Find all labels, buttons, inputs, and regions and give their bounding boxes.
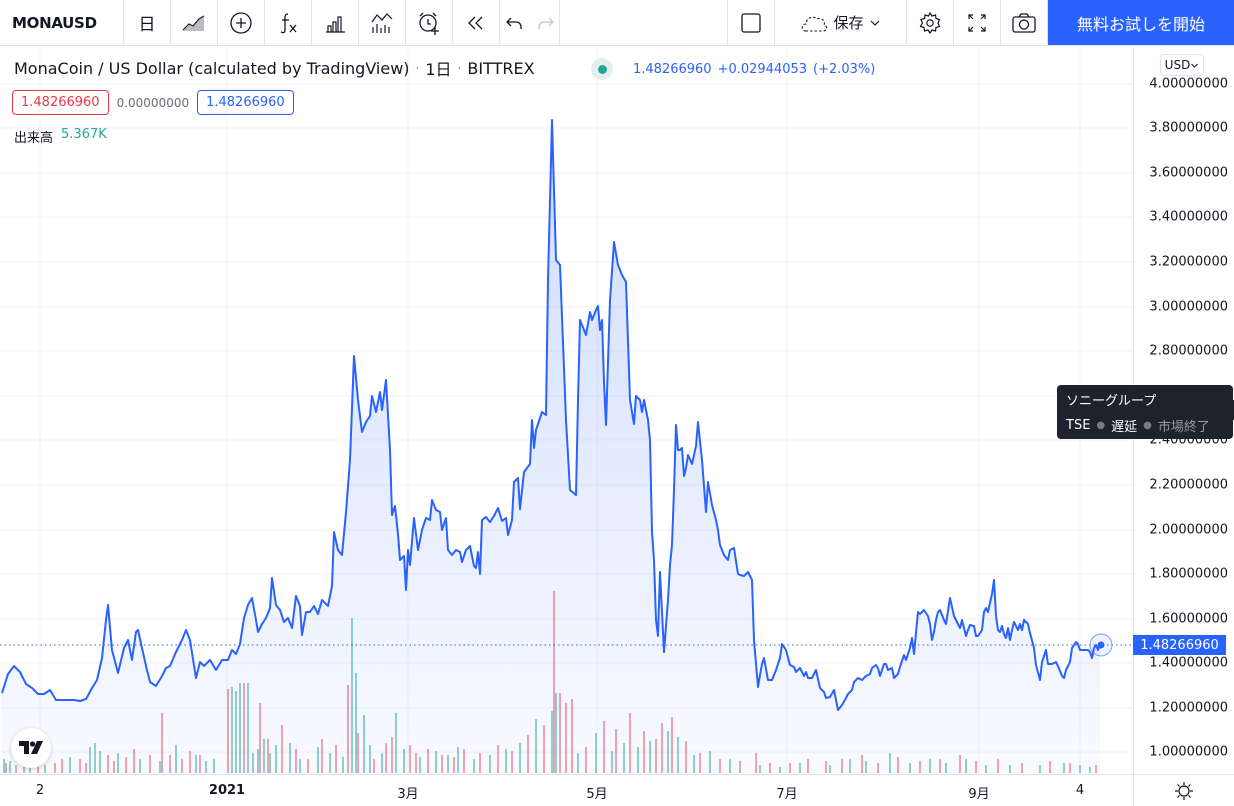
symbol-tooltip: ソニーグループ TSE ● 遅延 ● 市場終了 xyxy=(1057,385,1233,439)
bars-icon xyxy=(326,15,345,33)
tooltip-anchor xyxy=(1226,400,1234,420)
camera-icon xyxy=(1012,12,1036,33)
time-tick: 7月 xyxy=(776,787,798,802)
price-tick: 4.00000000 xyxy=(1149,76,1228,92)
replay-button[interactable] xyxy=(453,0,500,45)
chart-pane[interactable] xyxy=(0,47,1133,774)
market-status-indicator[interactable] xyxy=(591,58,613,80)
settings-button[interactable] xyxy=(907,0,954,45)
legend-last-price: 1.48266960 xyxy=(633,62,712,77)
tradingview-logo-icon xyxy=(19,741,43,754)
templates-icon xyxy=(371,12,393,33)
save-button[interactable]: 保存 xyxy=(775,0,907,45)
chevron-down-icon xyxy=(870,20,879,26)
snapshot-button[interactable] xyxy=(1001,0,1048,45)
gear-icon xyxy=(919,11,941,34)
symbol-legend[interactable]: MonaCoin / US Dollar (calculated by Trad… xyxy=(14,56,535,80)
time-tick: 3月 xyxy=(397,787,419,802)
indicators-button[interactable] xyxy=(265,0,312,45)
fullscreen-button[interactable] xyxy=(954,0,1001,45)
price-tick: 1.80000000 xyxy=(1149,566,1228,582)
last-price-label: 1.48266960 xyxy=(1133,635,1226,655)
chart-type-icon xyxy=(182,14,205,31)
price-tick: 3.60000000 xyxy=(1149,165,1228,181)
tooltip-exchange: TSE xyxy=(1066,418,1091,433)
price-tick: 3.40000000 xyxy=(1149,209,1228,225)
price-tick: 3.80000000 xyxy=(1149,120,1228,136)
interval-button[interactable]: 日 xyxy=(124,0,171,45)
replay-icon xyxy=(468,16,483,29)
symbol-title: MonaCoin / US Dollar (calculated by Trad… xyxy=(14,58,410,78)
price-tick: 2.00000000 xyxy=(1149,522,1228,538)
time-axis[interactable]: 2 2021 3月 5月 7月 9月 4 xyxy=(0,774,1133,806)
spread-value: 0.00000000 xyxy=(116,95,190,110)
legend-change-pct: (+2.03%) xyxy=(813,62,876,77)
chevron-down-icon xyxy=(1191,63,1199,68)
legend-interval: 1日 xyxy=(425,60,452,79)
price-line xyxy=(1,119,1101,711)
ohlc-values: 1.48266960 0.00000000 1.48266960 xyxy=(12,90,294,115)
legend-price-change: 1.48266960 +0.02944053 (+2.03%) xyxy=(633,62,875,77)
undo-icon[interactable] xyxy=(505,16,523,30)
price-chart xyxy=(0,47,1133,774)
time-tick: 9月 xyxy=(968,787,990,802)
redo-icon[interactable] xyxy=(537,16,555,30)
sun-settings-icon xyxy=(1175,781,1193,800)
alert-button[interactable] xyxy=(406,0,453,45)
volume-legend[interactable]: 出来高 5.367K xyxy=(14,127,107,146)
cloud-save-icon xyxy=(802,16,828,32)
buy-price-box[interactable]: 1.48266960 xyxy=(197,90,294,115)
chart-type-button[interactable] xyxy=(171,0,218,45)
price-tick: 3.20000000 xyxy=(1149,254,1228,270)
price-tick: 2.80000000 xyxy=(1149,343,1228,359)
add-indicator-button[interactable] xyxy=(218,0,265,45)
save-label: 保存 xyxy=(833,14,864,32)
last-point xyxy=(1097,641,1105,649)
compare-button[interactable] xyxy=(312,0,359,45)
top-toolbar: MONAUSD 日 保存 無料お試しを開始 xyxy=(0,0,1234,46)
time-tick: 2 xyxy=(35,783,45,798)
chart-settings-button[interactable] xyxy=(1133,774,1234,806)
undo-redo-group xyxy=(500,0,560,45)
time-tick: 5月 xyxy=(586,787,608,802)
price-area xyxy=(2,120,1100,773)
price-tick: 1.40000000 xyxy=(1149,655,1228,671)
templates-button[interactable] xyxy=(359,0,406,45)
price-tick: 1.60000000 xyxy=(1149,611,1228,627)
tooltip-delay: 遅延 xyxy=(1111,420,1138,435)
time-tick: 2021 xyxy=(208,783,246,798)
price-axis[interactable]: 4.00000000 3.80000000 3.60000000 3.40000… xyxy=(1133,47,1234,774)
status-dot-icon xyxy=(597,64,607,74)
volume-value: 5.367K xyxy=(61,127,107,142)
currency-select[interactable]: USD xyxy=(1160,54,1204,76)
start-trial-button[interactable]: 無料お試しを開始 xyxy=(1048,0,1234,45)
symbol-search-button[interactable]: MONAUSD xyxy=(0,0,124,45)
tooltip-title: ソニーグループ xyxy=(1066,394,1157,409)
time-tick: 4 xyxy=(1075,783,1085,798)
price-tick: 1.20000000 xyxy=(1149,700,1228,716)
price-tick: 3.00000000 xyxy=(1149,299,1228,315)
fullscreen-icon xyxy=(968,13,986,32)
tooltip-market-status: 市場終了 xyxy=(1157,420,1210,435)
toolbar-spacer xyxy=(560,0,728,45)
price-tick: 2.20000000 xyxy=(1149,477,1228,493)
legend-exchange: BITTREX xyxy=(467,58,535,78)
add-indicator-icon xyxy=(230,11,252,34)
tradingview-logo[interactable] xyxy=(11,728,51,768)
layout-button[interactable] xyxy=(728,0,775,45)
layout-icon xyxy=(741,12,761,33)
price-tick: 1.00000000 xyxy=(1149,744,1228,760)
fx-icon xyxy=(280,12,297,33)
alert-icon xyxy=(419,12,439,35)
sell-price-box[interactable]: 1.48266960 xyxy=(12,90,109,115)
legend-change: +0.02944053 xyxy=(717,62,808,77)
volume-label: 出来高 xyxy=(14,131,54,146)
